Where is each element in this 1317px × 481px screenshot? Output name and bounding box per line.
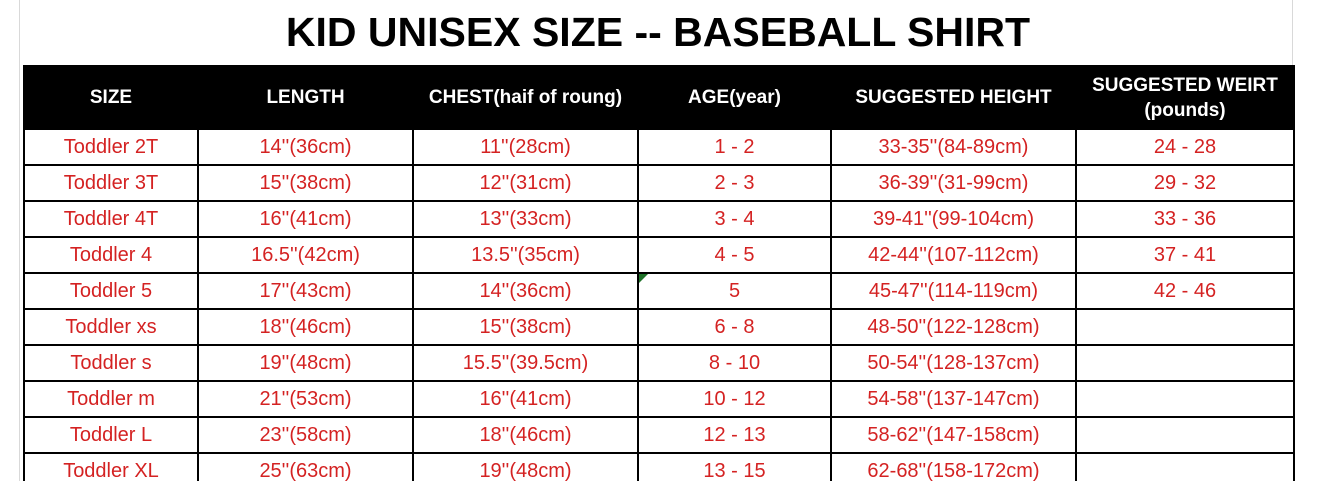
table-cell: 3 - 4 bbox=[637, 200, 832, 238]
table-cell: 23''(58cm) bbox=[197, 416, 414, 454]
column-header-4: AGE(year) bbox=[637, 65, 832, 130]
size-table-body: Toddler 2T 14''(36cm) 11''(28cm) 1 - 2 33-35… bbox=[23, 128, 1295, 481]
table-cell: Toddler XL bbox=[23, 452, 199, 481]
table-cell: Toddler xs bbox=[23, 308, 199, 346]
table-cell: 58-62''(147-158cm) bbox=[830, 416, 1077, 454]
table-cell: Toddler 3T bbox=[23, 164, 199, 202]
cell-error-marker-icon bbox=[640, 275, 648, 283]
table-cell: 15.5''(39.5cm) bbox=[412, 344, 639, 382]
table-cell: 39-41''(99-104cm) bbox=[830, 200, 1077, 238]
table-cell: 12''(31cm) bbox=[412, 164, 639, 202]
table-row: Toddler 3T 15''(38cm) 12''(31cm) 2 - 3 36-39… bbox=[23, 164, 1295, 202]
table-cell: 29 - 32 bbox=[1075, 164, 1295, 202]
table-cell: 25''(63cm) bbox=[197, 452, 414, 481]
column-header-5: SUGGESTED HEIGHT bbox=[830, 65, 1077, 130]
table-row: Toddler 2T 14''(36cm) 11''(28cm) 1 - 2 33-35… bbox=[23, 128, 1295, 166]
table-cell: 42 - 46 bbox=[1075, 272, 1295, 310]
table-cell: 24 - 28 bbox=[1075, 128, 1295, 166]
table-row: Toddler xs 18''(46cm) 15''(38cm) 6 - 8 48-50… bbox=[23, 308, 1295, 346]
table-cell bbox=[1075, 380, 1295, 418]
table-cell: 48-50''(122-128cm) bbox=[830, 308, 1077, 346]
table-cell: 18''(46cm) bbox=[197, 308, 414, 346]
table-cell: Toddler L bbox=[23, 416, 199, 454]
table-cell: 16''(41cm) bbox=[197, 200, 414, 238]
table-cell: 10 - 12 bbox=[637, 380, 832, 418]
sheet-gridline-left bbox=[19, 0, 20, 481]
size-chart-table: SIZE LENGTH CHEST(haif of roung) AGE(year) S… bbox=[23, 65, 1295, 481]
table-row: Toddler 5 17''(43cm) 14''(36cm) 5 45-47''(11… bbox=[23, 272, 1295, 310]
table-cell: Toddler m bbox=[23, 380, 199, 418]
table-cell: Toddler 4T bbox=[23, 200, 199, 238]
column-header-3: CHEST(haif of roung) bbox=[412, 65, 639, 130]
column-header-2: LENGTH bbox=[197, 65, 414, 130]
table-cell: 1 - 2 bbox=[637, 128, 832, 166]
table-cell: 11''(28cm) bbox=[412, 128, 639, 166]
table-cell: 15''(38cm) bbox=[197, 164, 414, 202]
table-cell: 42-44''(107-112cm) bbox=[830, 236, 1077, 274]
table-cell: 21''(53cm) bbox=[197, 380, 414, 418]
table-header: SIZE LENGTH CHEST(haif of roung) AGE(year) S… bbox=[23, 65, 1295, 130]
table-cell: 17''(43cm) bbox=[197, 272, 414, 310]
table-cell: Toddler 4 bbox=[23, 236, 199, 274]
page-title: KID UNISEX SIZE -- BASEBALL SHIRT bbox=[285, 8, 1031, 55]
table-cell bbox=[1075, 344, 1295, 382]
table-row: Toddler XL 25''(63cm) 19''(48cm) 13 - 15 62-… bbox=[23, 452, 1295, 481]
table-cell: 13''(33cm) bbox=[412, 200, 639, 238]
table-cell: 2 - 3 bbox=[637, 164, 832, 202]
column-header-6: SUGGESTED WEIRT (pounds) bbox=[1075, 65, 1295, 130]
table-cell: 62-68''(158-172cm) bbox=[830, 452, 1077, 481]
table-cell: 13 - 15 bbox=[637, 452, 832, 481]
table-row: Toddler L 23''(58cm) 18''(46cm) 12 - 13 58-6… bbox=[23, 416, 1295, 454]
table-cell: 4 - 5 bbox=[637, 236, 832, 274]
table-cell: 50-54''(128-137cm) bbox=[830, 344, 1077, 382]
table-row: Toddler 4 16.5''(42cm) 13.5''(35cm) 4 - 5 42… bbox=[23, 236, 1295, 274]
table-cell: 15''(38cm) bbox=[412, 308, 639, 346]
table-cell: 14''(36cm) bbox=[412, 272, 639, 310]
table-cell bbox=[1075, 416, 1295, 454]
table-cell: 54-58''(137-147cm) bbox=[830, 380, 1077, 418]
table-cell: Toddler s bbox=[23, 344, 199, 382]
table-cell: 16''(41cm) bbox=[412, 380, 639, 418]
table-cell: 16.5''(42cm) bbox=[197, 236, 414, 274]
table-cell bbox=[1075, 308, 1295, 346]
table-cell: 45-47''(114-119cm) bbox=[830, 272, 1077, 310]
table-cell: 12 - 13 bbox=[637, 416, 832, 454]
table-cell: 37 - 41 bbox=[1075, 236, 1295, 274]
table-row: Toddler m 21''(53cm) 16''(41cm) 10 - 12 54-5… bbox=[23, 380, 1295, 418]
table-cell: 36-39''(31-99cm) bbox=[830, 164, 1077, 202]
table-cell bbox=[1075, 452, 1295, 481]
table-cell: Toddler 5 bbox=[23, 272, 199, 310]
table-cell: 33 - 36 bbox=[1075, 200, 1295, 238]
table-cell: 8 - 10 bbox=[637, 344, 832, 382]
table-cell: 13.5''(35cm) bbox=[412, 236, 639, 274]
header-row: SIZE LENGTH CHEST(haif of roung) AGE(year) S… bbox=[23, 65, 1295, 130]
table-cell: 33-35''(84-89cm) bbox=[830, 128, 1077, 166]
table-row: Toddler s 19''(48cm) 15.5''(39.5cm) 8 - 10 5… bbox=[23, 344, 1295, 382]
table-cell: Toddler 2T bbox=[23, 128, 199, 166]
table-cell: 6 - 8 bbox=[637, 308, 832, 346]
table-cell: 19''(48cm) bbox=[197, 344, 414, 382]
table-cell: 5 bbox=[637, 272, 832, 310]
column-header-1: SIZE bbox=[23, 65, 199, 130]
table-row: Toddler 4T 16''(41cm) 13''(33cm) 3 - 4 39-41… bbox=[23, 200, 1295, 238]
table-cell: 19''(48cm) bbox=[412, 452, 639, 481]
table-cell: 18''(46cm) bbox=[412, 416, 639, 454]
table-cell: 14''(36cm) bbox=[197, 128, 414, 166]
